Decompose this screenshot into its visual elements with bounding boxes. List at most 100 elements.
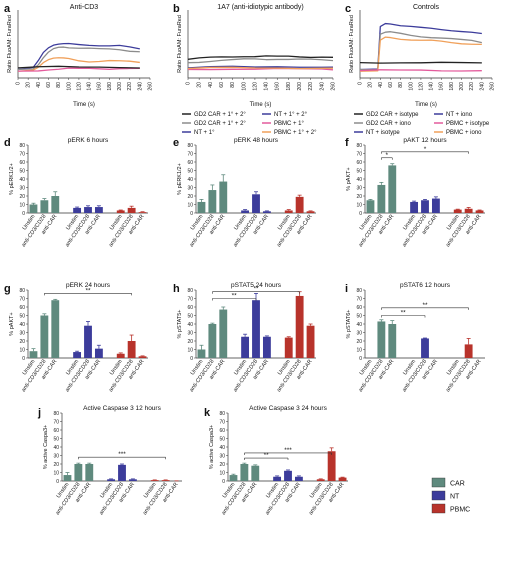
x-tick-label: 260 bbox=[148, 82, 154, 91]
x-tick-label: 100 bbox=[408, 82, 414, 91]
bar bbox=[240, 464, 249, 481]
y-tick-label: 70 bbox=[356, 296, 362, 302]
y-axis-label: Ratio FluoAM: FuraRed bbox=[7, 15, 13, 73]
y-tick-label: 0 bbox=[22, 356, 25, 362]
series-line bbox=[187, 55, 334, 60]
y-tick-label: 10 bbox=[356, 202, 362, 208]
x-axis-label: Time (s) bbox=[73, 102, 95, 108]
y-tick-label: 20 bbox=[19, 194, 25, 200]
y-tick-label: 70 bbox=[187, 296, 193, 302]
y-tick-label: 40 bbox=[356, 322, 362, 328]
x-tick-label: 160 bbox=[275, 82, 281, 91]
y-tick-label: 80 bbox=[187, 288, 193, 294]
bar bbox=[284, 470, 292, 481]
bar bbox=[73, 207, 82, 213]
legend-label: PBMC + 1° bbox=[274, 121, 305, 127]
panel-letter-g: g bbox=[4, 283, 11, 295]
legend-label: PBMC + iono bbox=[446, 130, 482, 136]
bar bbox=[161, 480, 170, 481]
bar bbox=[410, 201, 419, 213]
series-line bbox=[17, 65, 140, 69]
y-tick-label: 70 bbox=[53, 419, 59, 425]
y-tick-label: 50 bbox=[356, 313, 362, 319]
bar bbox=[94, 348, 103, 358]
x-tick-label: 160 bbox=[97, 82, 103, 91]
chart-title: pERK 48 hours bbox=[234, 137, 279, 144]
x-tick-label: 180 bbox=[107, 82, 113, 91]
bar bbox=[294, 476, 303, 481]
y-axis-label: % pAKT+ bbox=[9, 312, 15, 335]
y-tick-label: 0 bbox=[222, 479, 225, 485]
bar bbox=[284, 337, 293, 358]
y-tick-label: 60 bbox=[219, 428, 225, 434]
x-tick-label: 0 bbox=[358, 82, 364, 85]
bar bbox=[127, 341, 136, 358]
x-tick-label: 200 bbox=[117, 82, 123, 91]
y-tick-label: 20 bbox=[187, 194, 193, 200]
x-tick-label: 80 bbox=[230, 82, 236, 88]
bar bbox=[116, 210, 125, 213]
bar-chart-i: pSTAT6 12 hours 0 10 20 30 40 50 60 70 80 % pSTAT6… bbox=[346, 282, 485, 393]
bar bbox=[73, 352, 82, 358]
y-tick-label: 40 bbox=[19, 322, 25, 328]
series-line bbox=[187, 58, 334, 64]
y-tick-label: 20 bbox=[219, 462, 225, 468]
x-axis-label: Time (s) bbox=[250, 102, 272, 108]
legend-label: NT + iono bbox=[446, 112, 473, 118]
x-tick-label: 20 bbox=[197, 82, 203, 88]
line-chart-a: Anti-CD3 0 20 40 60 80 100 120 140 160 180 200 220 24… bbox=[7, 4, 154, 108]
y-tick-label: 60 bbox=[19, 305, 25, 311]
significance-label: ** bbox=[264, 452, 270, 459]
chart-title: 1A7 (anti-idiotypic antibody) bbox=[217, 4, 303, 11]
bar bbox=[327, 451, 336, 481]
legend-label: NT + isotype bbox=[366, 130, 400, 136]
x-tick-label: 260 bbox=[331, 82, 337, 91]
y-tick-label: 60 bbox=[356, 305, 362, 311]
y-tick-label: 0 bbox=[22, 211, 25, 217]
y-tick-label: 70 bbox=[19, 296, 25, 302]
significance-label: ** bbox=[85, 287, 91, 294]
bar bbox=[219, 309, 228, 358]
series-line bbox=[17, 67, 140, 72]
panel-letter-f: f bbox=[345, 137, 349, 149]
y-tick-label: 40 bbox=[356, 177, 362, 183]
x-tick-label: 240 bbox=[319, 82, 325, 91]
x-tick-label: 40 bbox=[36, 82, 42, 88]
y-tick-label: 40 bbox=[53, 445, 59, 451]
y-tick-label: 50 bbox=[19, 168, 25, 174]
y-tick-label: 80 bbox=[53, 411, 59, 417]
bar bbox=[421, 200, 429, 213]
y-tick-label: 10 bbox=[19, 202, 25, 208]
legend-swatch bbox=[431, 490, 446, 501]
x-tick-label: 0 bbox=[16, 82, 22, 85]
bar bbox=[366, 200, 375, 213]
panel-letter-h: h bbox=[173, 283, 180, 295]
significance-label: * bbox=[386, 152, 389, 159]
y-tick-label: 50 bbox=[53, 436, 59, 442]
bar bbox=[128, 479, 137, 481]
series-line bbox=[187, 66, 334, 70]
bar bbox=[295, 196, 304, 213]
y-tick-label: 10 bbox=[19, 347, 25, 353]
bar bbox=[118, 464, 126, 481]
bar bbox=[316, 479, 325, 481]
y-tick-label: 50 bbox=[187, 168, 193, 174]
legend-label: CAR bbox=[450, 481, 465, 488]
legend-swatch bbox=[431, 477, 446, 488]
bar bbox=[262, 211, 271, 213]
y-tick-label: 50 bbox=[356, 168, 362, 174]
y-axis-label: Ratio FluoAM: FuraRed bbox=[177, 15, 183, 73]
x-tick-label: 200 bbox=[297, 82, 303, 91]
y-tick-label: 80 bbox=[356, 288, 362, 294]
bar bbox=[388, 324, 397, 358]
x-tick-label: 120 bbox=[252, 82, 258, 91]
chart-title: pSTAT6 12 hours bbox=[400, 282, 451, 289]
legend-label: GD2 CAR + isotype bbox=[366, 112, 419, 118]
bar bbox=[150, 480, 159, 481]
bar bbox=[295, 295, 304, 358]
panel-letter-e: e bbox=[173, 137, 179, 149]
bar bbox=[273, 476, 282, 481]
significance-label: ** bbox=[422, 302, 428, 309]
y-tick-label: 30 bbox=[187, 330, 193, 336]
